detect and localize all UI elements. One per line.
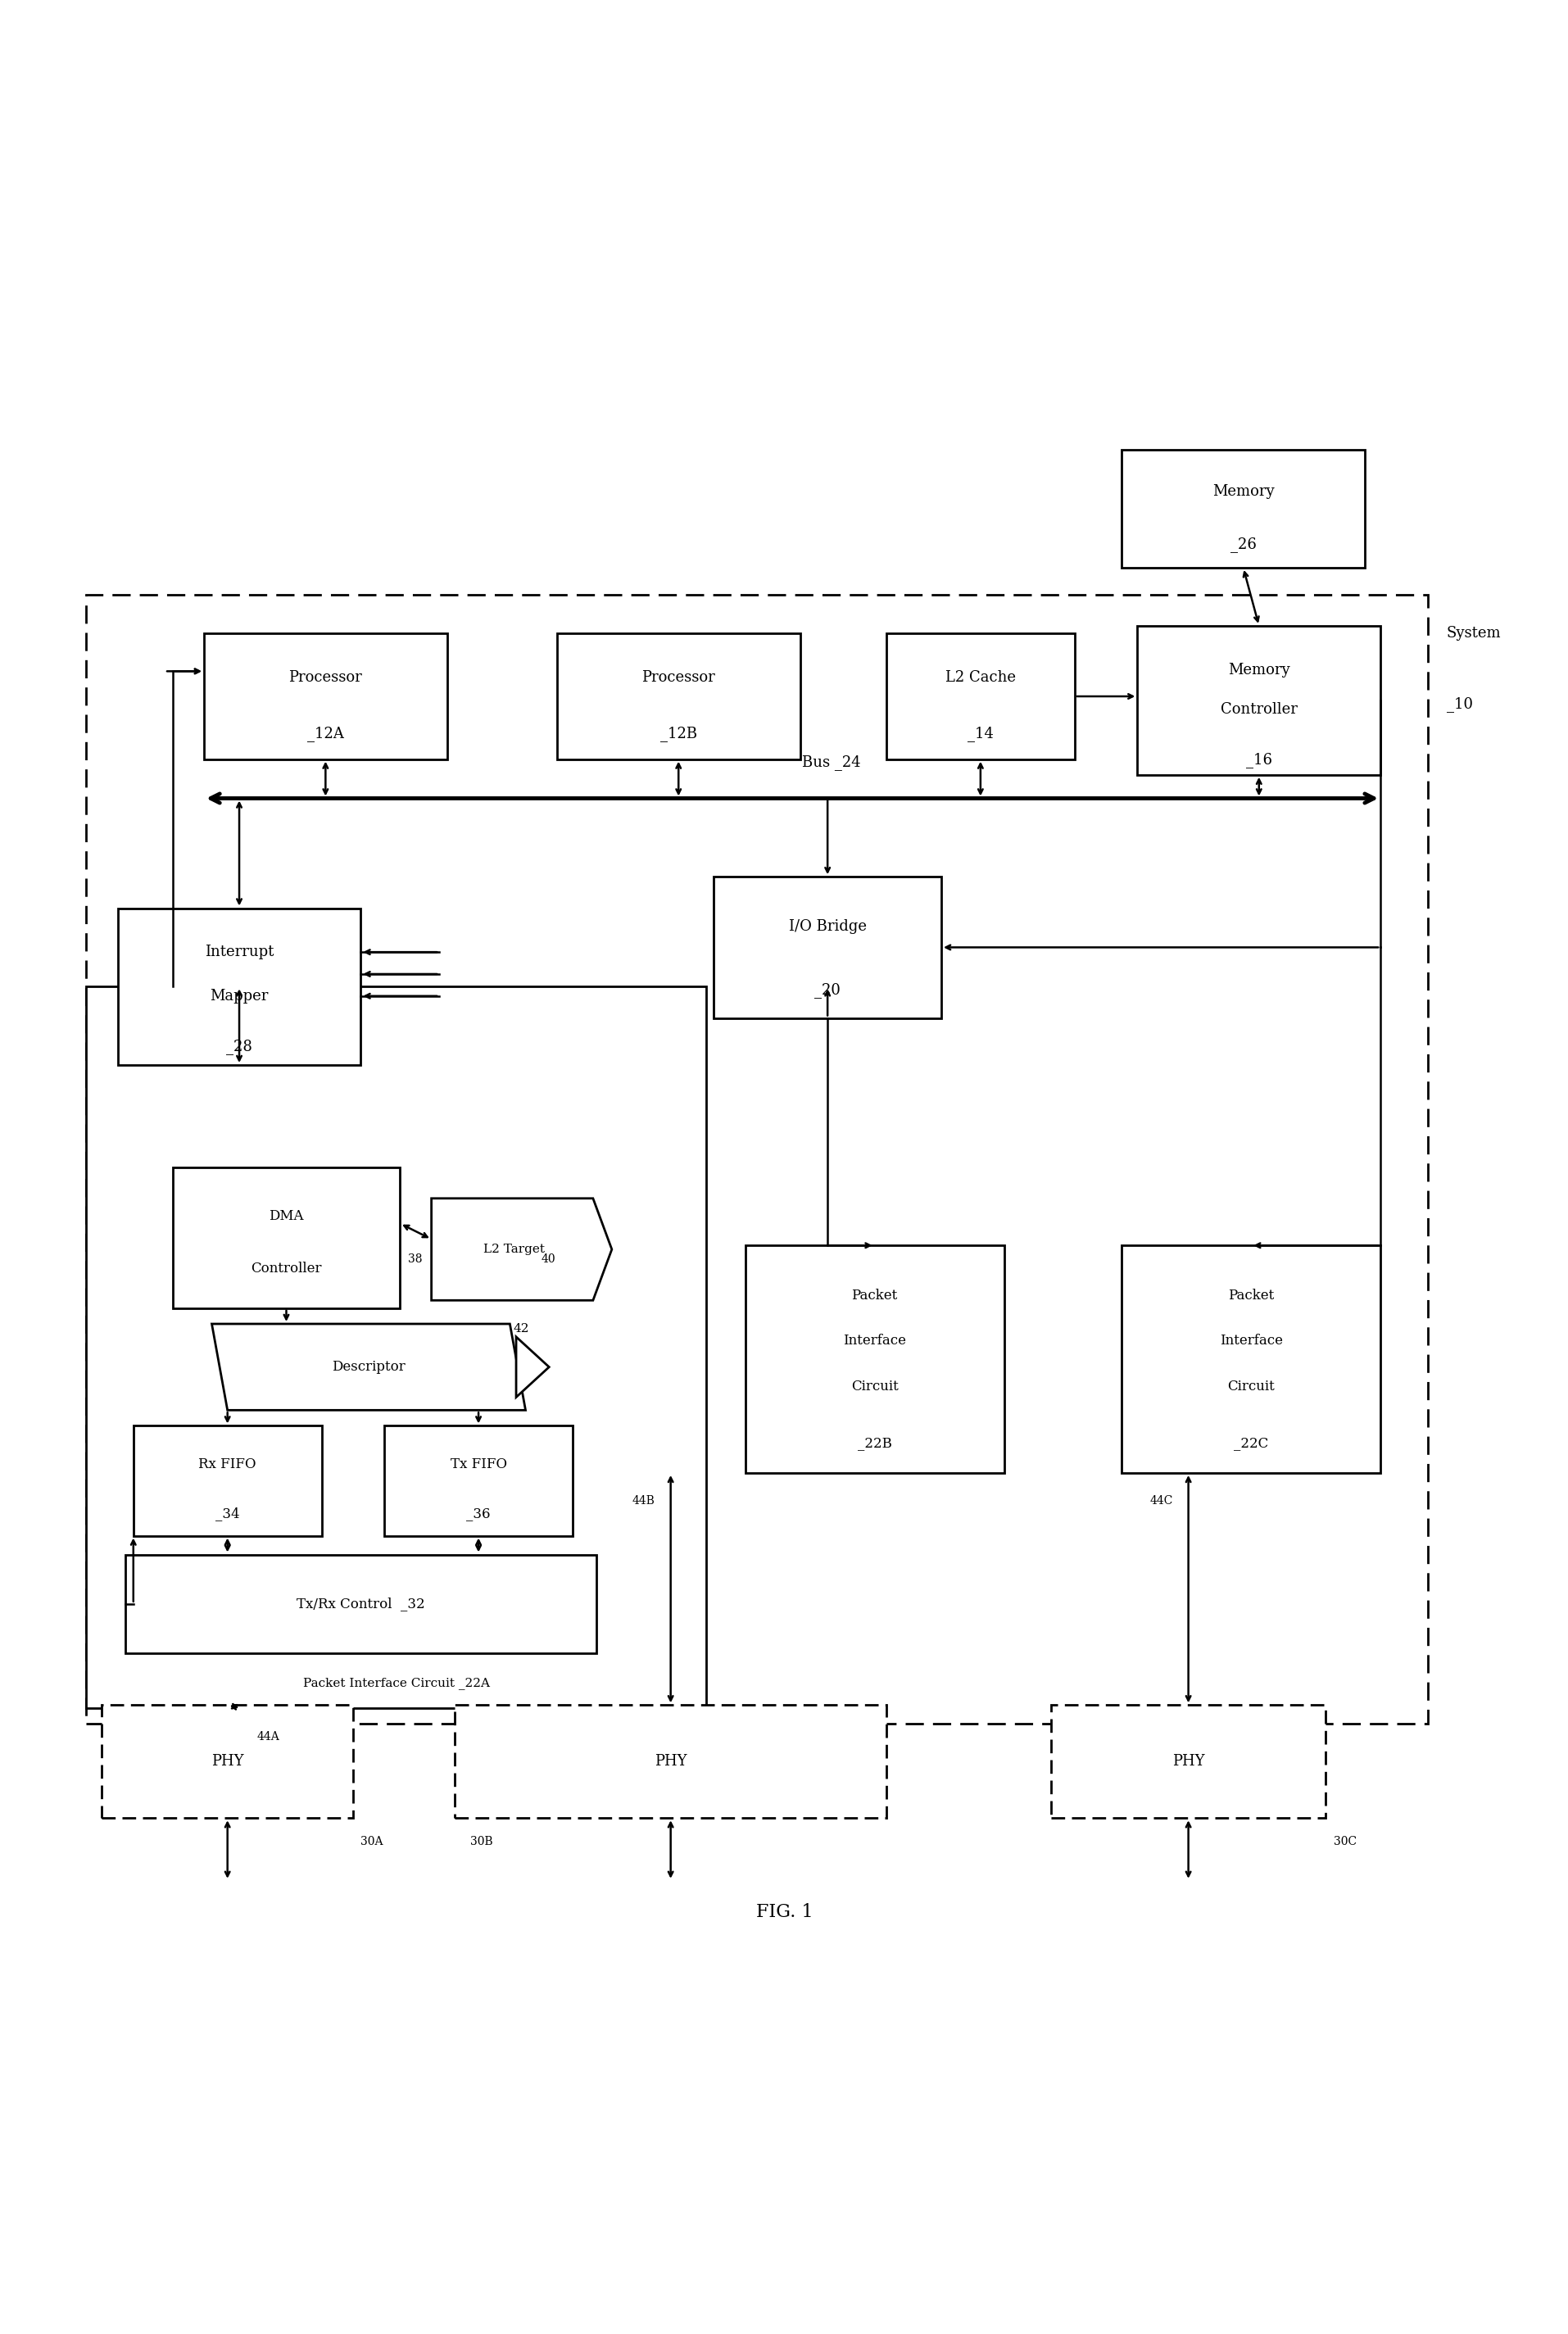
FancyBboxPatch shape xyxy=(1137,626,1380,775)
FancyBboxPatch shape xyxy=(455,1706,886,1818)
Text: 38: 38 xyxy=(408,1253,422,1265)
Text: _36: _36 xyxy=(466,1508,491,1522)
Text: Controller: Controller xyxy=(1220,703,1297,717)
FancyBboxPatch shape xyxy=(384,1426,572,1536)
Text: Bus _24: Bus _24 xyxy=(801,754,861,770)
Text: System: System xyxy=(1446,626,1501,640)
Text: _22C: _22C xyxy=(1232,1435,1269,1449)
Text: _16: _16 xyxy=(1245,752,1272,768)
Text: Memory: Memory xyxy=(1212,483,1273,499)
Text: FIG. 1: FIG. 1 xyxy=(756,1902,812,1921)
Text: Packet: Packet xyxy=(1228,1288,1273,1302)
Text: Tx FIFO: Tx FIFO xyxy=(450,1456,506,1470)
Text: 40: 40 xyxy=(541,1253,555,1265)
Text: Packet: Packet xyxy=(851,1288,897,1302)
FancyBboxPatch shape xyxy=(86,987,706,1708)
Text: 30A: 30A xyxy=(361,1837,383,1846)
Polygon shape xyxy=(212,1323,525,1410)
Text: Packet Interface Circuit _22A: Packet Interface Circuit _22A xyxy=(303,1678,489,1690)
Text: _12A: _12A xyxy=(307,726,343,742)
Text: Processor: Processor xyxy=(641,670,715,684)
Text: Memory: Memory xyxy=(1228,663,1289,677)
Polygon shape xyxy=(431,1197,612,1300)
Text: Descriptor: Descriptor xyxy=(332,1361,405,1375)
Text: I/O Bridge: I/O Bridge xyxy=(789,920,866,934)
Text: DMA: DMA xyxy=(268,1209,304,1223)
FancyBboxPatch shape xyxy=(172,1167,400,1307)
Text: 30C: 30C xyxy=(1333,1837,1356,1846)
Text: Processor: Processor xyxy=(289,670,362,684)
Text: _34: _34 xyxy=(215,1508,240,1522)
FancyBboxPatch shape xyxy=(133,1426,321,1536)
Text: PHY: PHY xyxy=(212,1755,243,1769)
Text: 30B: 30B xyxy=(470,1837,492,1846)
FancyBboxPatch shape xyxy=(102,1706,353,1818)
FancyBboxPatch shape xyxy=(1121,450,1364,567)
Text: Interface: Interface xyxy=(842,1335,906,1349)
Text: _20: _20 xyxy=(814,983,840,997)
Text: PHY: PHY xyxy=(1171,1755,1204,1769)
FancyBboxPatch shape xyxy=(713,878,941,1018)
Text: Mapper: Mapper xyxy=(210,990,268,1004)
FancyBboxPatch shape xyxy=(125,1554,596,1652)
Text: _22B: _22B xyxy=(858,1435,891,1449)
Text: _14: _14 xyxy=(967,726,993,742)
Text: _26: _26 xyxy=(1229,537,1256,551)
Text: _28: _28 xyxy=(226,1039,252,1055)
Text: L2 Cache: L2 Cache xyxy=(946,670,1014,684)
Text: Tx/Rx Control  _32: Tx/Rx Control _32 xyxy=(296,1596,425,1610)
Text: 44A: 44A xyxy=(257,1732,279,1741)
FancyBboxPatch shape xyxy=(745,1246,1004,1473)
Text: _10: _10 xyxy=(1446,696,1472,712)
Text: Circuit: Circuit xyxy=(1226,1379,1275,1393)
FancyBboxPatch shape xyxy=(204,633,447,759)
FancyBboxPatch shape xyxy=(557,633,800,759)
Text: L2 Target: L2 Target xyxy=(483,1244,544,1256)
FancyBboxPatch shape xyxy=(886,633,1074,759)
Text: Circuit: Circuit xyxy=(850,1379,898,1393)
Polygon shape xyxy=(516,1337,549,1398)
Text: PHY: PHY xyxy=(654,1755,687,1769)
FancyBboxPatch shape xyxy=(1051,1706,1325,1818)
Text: _12B: _12B xyxy=(660,726,696,742)
FancyBboxPatch shape xyxy=(118,908,361,1064)
Text: Controller: Controller xyxy=(251,1263,321,1277)
Text: Interface: Interface xyxy=(1218,1335,1283,1349)
Text: 44C: 44C xyxy=(1149,1496,1173,1508)
Text: Interrupt: Interrupt xyxy=(204,945,274,959)
Text: Rx FIFO: Rx FIFO xyxy=(199,1456,256,1470)
Text: 44B: 44B xyxy=(632,1496,655,1508)
FancyBboxPatch shape xyxy=(1121,1246,1380,1473)
Text: 42: 42 xyxy=(513,1323,530,1335)
